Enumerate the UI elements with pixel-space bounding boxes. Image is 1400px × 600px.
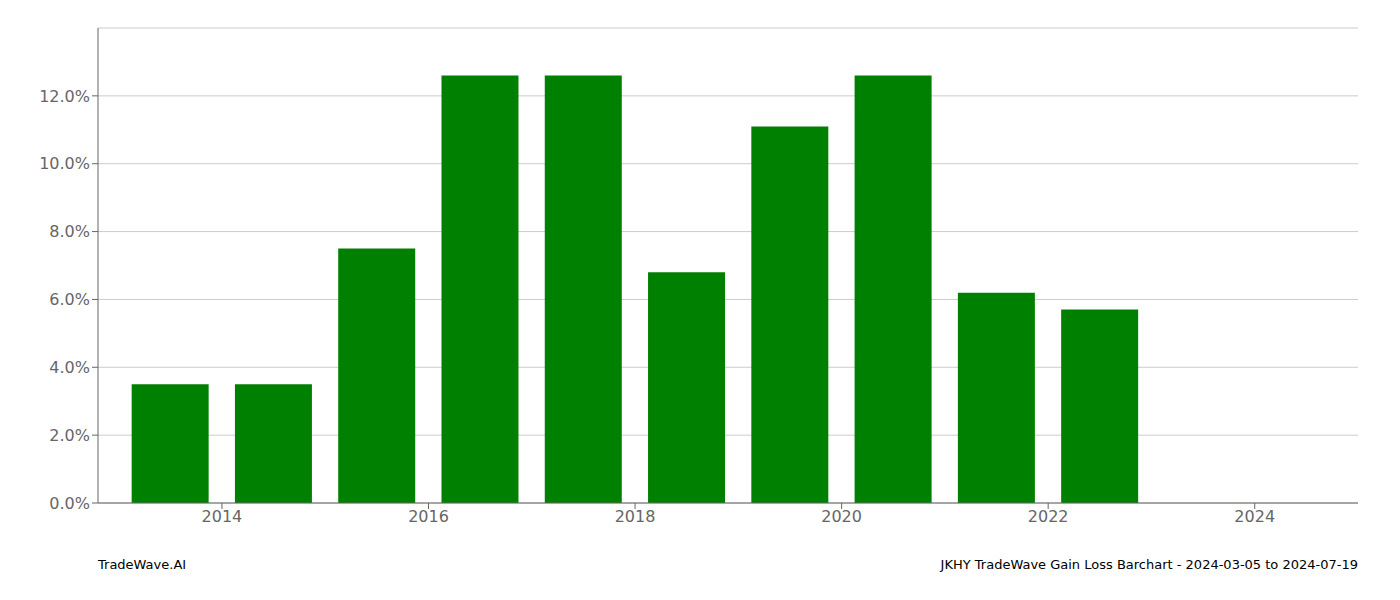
svg-text:2016: 2016 (408, 507, 449, 526)
svg-text:8.0%: 8.0% (49, 222, 90, 241)
svg-text:2022: 2022 (1028, 507, 1069, 526)
svg-text:6.0%: 6.0% (49, 290, 90, 309)
svg-text:4.0%: 4.0% (49, 358, 90, 377)
svg-text:12.0%: 12.0% (39, 87, 90, 106)
svg-text:0.0%: 0.0% (49, 494, 90, 513)
svg-text:2018: 2018 (615, 507, 656, 526)
svg-text:2014: 2014 (202, 507, 243, 526)
svg-text:2024: 2024 (1234, 507, 1275, 526)
svg-text:10.0%: 10.0% (39, 154, 90, 173)
svg-text:2.0%: 2.0% (49, 426, 90, 445)
html-text:JKHY TradeWave Gain Loss Barch: JKHY TradeWave Gain Loss Barchart - 2024… (940, 557, 1358, 572)
html-text:TradeWave.AI: TradeWave.AI (98, 557, 187, 572)
svg-text:2020: 2020 (821, 507, 862, 526)
